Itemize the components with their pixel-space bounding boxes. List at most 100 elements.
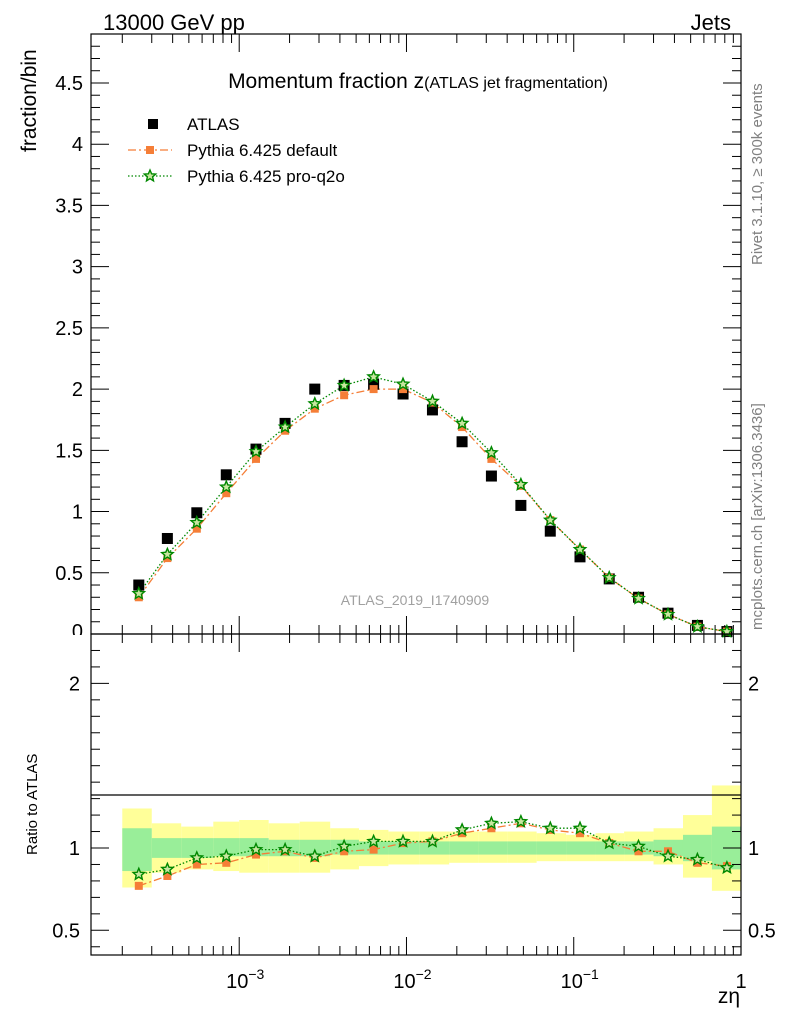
pythia-default-point — [399, 385, 408, 394]
ratio-proq2o-point — [424, 833, 440, 848]
ratio-ytick-label-right: 1 — [748, 838, 759, 860]
pythia-proq2o-point — [277, 419, 293, 434]
ratio-ylabel: Ratio to ATLAS — [24, 754, 41, 855]
ratio-series-lines — [138, 821, 728, 887]
pythia-default-point — [458, 423, 467, 432]
pythia-default-point — [487, 454, 496, 463]
pythia-proq2o-point — [307, 395, 323, 411]
pythia-proq2o-point — [454, 415, 470, 430]
pythia-proq2o-point — [336, 377, 352, 392]
atlas-point — [544, 525, 556, 537]
legend-star-shape — [142, 168, 158, 183]
ratio-band-inner — [388, 841, 420, 855]
pythia-proq2o-point — [513, 476, 529, 492]
main-line-1 — [138, 388, 728, 633]
ratio-band-inner — [478, 841, 508, 855]
annotation-analysis: ATLAS_2019_I1740909 — [341, 592, 490, 608]
atlas-point — [368, 378, 380, 390]
ratio-proq2o-point — [454, 822, 470, 837]
legend-marker-atlas — [148, 119, 158, 129]
pythia-proq2o-point — [131, 585, 147, 600]
atlas-point — [456, 436, 468, 448]
ratio-band-inner — [122, 828, 152, 872]
ratio-proq2o-point — [689, 851, 705, 866]
atlas-point — [485, 470, 497, 482]
ratio-band-inner — [151, 838, 182, 858]
main-ytick-label: 2 — [72, 379, 83, 401]
x-tick-labels: 10−3 10−2 10−1 1 — [226, 966, 746, 993]
ratio-default-point — [575, 829, 584, 838]
ratio-ytick-label: 1 — [69, 838, 80, 860]
atlas-point — [220, 469, 232, 481]
pythia-proq2o-point — [483, 444, 499, 460]
pythia-proq2o-point — [248, 443, 264, 458]
ratio-proq2o-point — [336, 838, 352, 853]
ratio-band-inner — [507, 841, 537, 855]
pythia-default-point — [134, 593, 143, 602]
ratio-proq2o-point — [189, 850, 205, 865]
legend-label-proq2o: Pythia 6.425 pro-q2o — [187, 167, 345, 186]
ratio-proq2o-point — [513, 813, 529, 828]
pythia-proq2o-point — [189, 514, 205, 529]
main-ytick-label: 4 — [72, 134, 83, 156]
ratio-series-marks — [131, 813, 735, 890]
side-label-mcplots: mcplots.cern.ch [arXiv:1306.3436] — [749, 403, 766, 630]
atlas-point — [426, 404, 438, 416]
pythia-proq2o-point — [660, 606, 676, 621]
pythia-default-point — [251, 454, 260, 463]
pythia-default-point — [369, 385, 378, 394]
ratio-ytick-label: 0.5 — [52, 920, 80, 942]
ratio-proq2o-point — [218, 848, 234, 863]
side-label-rivet: Rivet 3.1.10, ≥ 300k events — [749, 83, 766, 265]
pythia-default-point — [310, 404, 319, 413]
ratio-proq2o-point — [395, 833, 411, 848]
xtick-label: 10−2 — [393, 966, 431, 993]
ratio-ytick-label: 2 — [69, 673, 80, 695]
main-ytick-label: 2.5 — [55, 318, 83, 340]
ratio-proq2o-point — [631, 838, 646, 853]
pythia-default-point — [222, 489, 231, 498]
pythia-proq2o-point — [601, 569, 617, 584]
main-x-ticks — [121, 34, 742, 634]
atlas-point — [574, 551, 586, 563]
ratio-band-inner — [299, 839, 331, 857]
main-y-ticks: 0.5 1 1.5 2 2.5 3 3.5 4 4.5 0 — [55, 45, 741, 635]
ratio-default-point — [222, 858, 231, 867]
x-axis-label: zη — [718, 985, 740, 1008]
ratio-band-inner — [536, 841, 567, 855]
pythia-proq2o-point — [366, 369, 382, 384]
atlas-point — [133, 579, 145, 591]
ratio-default-point — [340, 847, 349, 856]
ratio-default-point — [192, 860, 201, 869]
pythia-proq2o-point — [159, 546, 175, 561]
xtick-label: 10−3 — [226, 966, 264, 993]
ratio-proq2o-point — [542, 820, 558, 835]
legend-label-default: Pythia 6.425 default — [187, 141, 338, 160]
ratio-ytick-label-right: 2 — [748, 673, 759, 695]
pythia-proq2o-point — [424, 393, 440, 408]
ratio-proq2o-point — [277, 841, 293, 857]
ratio-proq2o-point — [483, 815, 499, 830]
ratio-default-point — [163, 871, 172, 880]
pythia-proq2o-point — [542, 512, 558, 527]
ratio-y-ticks: 0.5 0.5 1 1 2 2 — [52, 649, 776, 948]
ratio-ytick-label-right: 0.5 — [748, 920, 776, 942]
pythia-proq2o-point — [689, 618, 705, 633]
ratio-default-point — [634, 847, 643, 856]
ratio-proq2o-point — [366, 833, 382, 848]
pythia-default-point — [163, 554, 172, 563]
main-ylabel: fraction/bin — [18, 49, 41, 152]
atlas-point — [397, 388, 409, 400]
pythia-default-point — [340, 391, 349, 400]
ratio-line-0 — [138, 822, 727, 887]
ratio-default-point — [251, 850, 260, 859]
legend-label-atlas: ATLAS — [187, 115, 240, 134]
ratio-proq2o-point — [719, 859, 735, 875]
atlas-point — [515, 499, 527, 511]
main-ytick-label: 1 — [72, 502, 83, 524]
ratio-frame — [90, 633, 742, 956]
atlas-point — [191, 507, 203, 519]
legend-marker-proq2o — [142, 168, 158, 183]
main-title: Momentum fraction z(ATLAS jet fragmentat… — [228, 70, 608, 93]
